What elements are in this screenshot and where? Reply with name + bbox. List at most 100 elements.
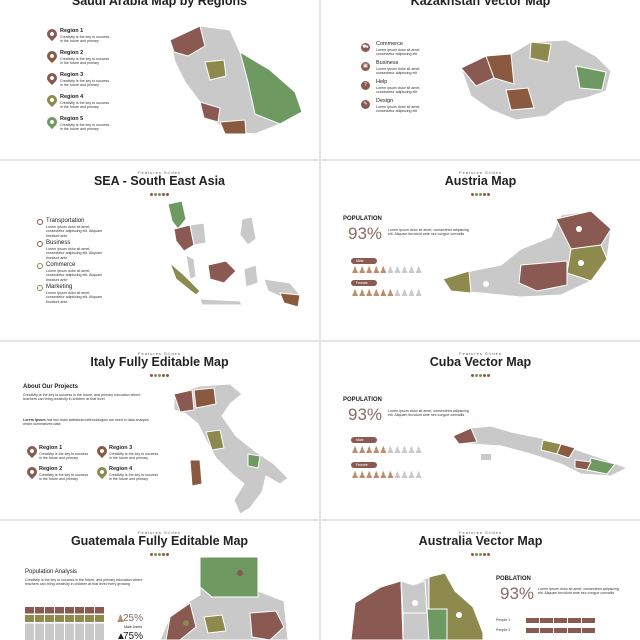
- about-paragraph: Creativity is the key to success in the …: [23, 393, 141, 402]
- region-4: [199, 101, 221, 123]
- slide-cuba[interactable]: Features Slides Cuba Vector Map POPULATI…: [321, 342, 640, 519]
- male-user-icon: ♟: [116, 614, 125, 625]
- region-2: [204, 59, 227, 81]
- item-description: Lorem ipsum dolor sit amet, consectetur …: [376, 105, 421, 114]
- region-3: [239, 50, 303, 125]
- item-name: Commerce: [376, 41, 403, 47]
- item-name: Business: [46, 240, 71, 246]
- italy-map: [173, 383, 289, 515]
- item-description: Lorem ipsum dolor sit amet, consectetur …: [46, 247, 102, 260]
- stat-female-percent: 75%: [123, 631, 144, 640]
- austria-map: [442, 210, 612, 298]
- region-description: Creativity is the key to success in the …: [39, 473, 89, 482]
- slide-italy[interactable]: Features Slides Italy Fully Editable Map…: [0, 342, 319, 519]
- population-bars: [25, 607, 105, 640]
- slide-saudi-arabia[interactable]: Saudi Arabia Map by Regions Region 1 Crea…: [0, 0, 319, 159]
- people-2-label: People 2: [496, 628, 511, 632]
- slide-title: Cuba Vector Map: [429, 355, 532, 369]
- population-percent: 93%: [348, 224, 383, 243]
- stat-male-label: Male Users: [124, 625, 143, 629]
- analysis-paragraph: Creativity is the key to success in the …: [25, 578, 143, 587]
- item-description: Lorem ipsum dolor sit amet, consectetur …: [46, 269, 102, 282]
- male-people-icons: ♟♟♟♟♟♟♟♟♟♟: [351, 445, 423, 455]
- cart-icon: ⛟: [361, 43, 370, 52]
- population-heading: POPULATION: [343, 397, 382, 403]
- map-pin-icon: [94, 443, 110, 459]
- region-name: Region 5: [60, 116, 84, 122]
- region-description: Creativity is the key to success in the …: [109, 452, 159, 461]
- people-1-label: People 1: [496, 618, 511, 622]
- female-people-icons: ♟♟♟♟♟♟♟♟♟♟: [351, 470, 423, 480]
- region-description: Creativity is the key to success in the …: [60, 35, 110, 44]
- population-percent: 93%: [500, 584, 535, 603]
- map-pin-icon: [44, 92, 60, 108]
- item-description: Lorem ipsum dolor sit amet, consectetur …: [376, 67, 421, 76]
- slide-kicker: Features Slides: [459, 530, 502, 535]
- population-heading: POBLATION: [496, 576, 531, 582]
- item-description: Lorem ipsum dolor sit amet, consectetur …: [46, 225, 102, 238]
- region-description: Creativity is the key to success in the …: [60, 79, 110, 88]
- sea-map: [167, 200, 301, 308]
- item-description: Lorem ipsum dolor sit amet, consectetur …: [376, 86, 421, 95]
- region-description: Creativity is the key to success in the …: [60, 57, 110, 66]
- female-pill: Female: [351, 280, 377, 286]
- slide-title: Saudi Arabia Map by Regions: [71, 0, 248, 8]
- slide-title: Austria Map: [444, 174, 517, 188]
- people-1-bar: [526, 618, 596, 623]
- region-name: Region 1: [39, 445, 63, 451]
- region-name: Region 2: [60, 50, 84, 56]
- item-description: Lorem ipsum dolor sit amet, consectetur …: [376, 48, 421, 57]
- help-icon: ?: [361, 81, 370, 90]
- about-paragraph-2: Lorem Ipsum has two main statistical met…: [23, 418, 149, 427]
- slide-title: Italy Fully Editable Map: [90, 355, 229, 369]
- slide-sea[interactable]: Features Slides SEA - South East Asia Tr…: [0, 161, 319, 340]
- analysis-heading: Population Analysis: [25, 569, 78, 575]
- map-pin-icon: [44, 70, 60, 86]
- decorative-dots: [321, 190, 640, 196]
- slide-title: SEA - South East Asia: [93, 174, 226, 188]
- pencil-icon: ✎: [361, 100, 370, 109]
- slide-kicker: Features Slides: [459, 351, 502, 356]
- kazakhstan-map: [460, 39, 612, 121]
- female-user-icon: ▲: [116, 631, 126, 640]
- saudi-map: [169, 25, 303, 135]
- population-percent: 93%: [348, 405, 383, 424]
- item-name: Commerce: [46, 262, 76, 268]
- people-2-bar: [526, 628, 596, 633]
- slide-austria[interactable]: Features Slides Austria Map POPULATION 9…: [321, 161, 640, 340]
- item-description: Lorem ipsum dolor sit amet, consectetur …: [46, 291, 102, 304]
- slide-title: Australia Vector Map: [418, 534, 543, 548]
- about-heading: About Our Projects: [23, 384, 79, 390]
- male-people-icons: ♟♟♟♟♟♟♟♟♟♟: [351, 265, 423, 275]
- slide-kicker: Features Slides: [459, 170, 502, 175]
- decorative-dots: [0, 190, 319, 196]
- slide-guatemala[interactable]: Features Slides Guatemala Fully Editable…: [0, 521, 319, 640]
- map-pin-icon: [24, 464, 40, 480]
- slide-title: Kazakhstan Vector Map: [410, 0, 551, 8]
- bullet-ring-icon: [37, 285, 43, 291]
- region-description: Creativity is the key to success in the …: [39, 452, 89, 461]
- australia-map: [351, 573, 484, 640]
- region-name: Region 3: [109, 445, 133, 451]
- slide-australia[interactable]: Features Slides Australia Vector Map POB…: [321, 521, 640, 640]
- decorative-dots: [321, 371, 640, 377]
- bullet-ring-icon: [37, 263, 43, 269]
- region-5: [219, 119, 247, 135]
- decorative-dots: [0, 550, 319, 556]
- item-name: Help: [376, 79, 388, 85]
- decorative-dots: [321, 550, 640, 556]
- region-name: Region 1: [60, 28, 84, 34]
- bullet-ring-icon: [37, 219, 43, 225]
- slide-kazakhstan[interactable]: Kazakhstan Vector Map ⛟ Commerce Lorem ips…: [321, 0, 640, 159]
- population-description: Lorem ipsum dolor sit amet, consectetur …: [388, 228, 469, 237]
- population-description: Lorem ipsum dolor sit amet, consectetur …: [388, 409, 469, 418]
- slide-kicker: Features Slides: [138, 530, 181, 535]
- map-pin-icon: [44, 114, 60, 130]
- map-pin-icon: [94, 464, 110, 480]
- region-description: Creativity is the key to success in the …: [60, 123, 110, 132]
- item-name: Transportation: [46, 218, 85, 224]
- region-description: Creativity is the key to success in the …: [109, 473, 159, 482]
- female-pill: Female: [351, 462, 377, 468]
- female-people-icons: ♟♟♟♟♟♟♟♟♟♟: [351, 288, 423, 298]
- briefcase-icon: ▣: [361, 62, 370, 71]
